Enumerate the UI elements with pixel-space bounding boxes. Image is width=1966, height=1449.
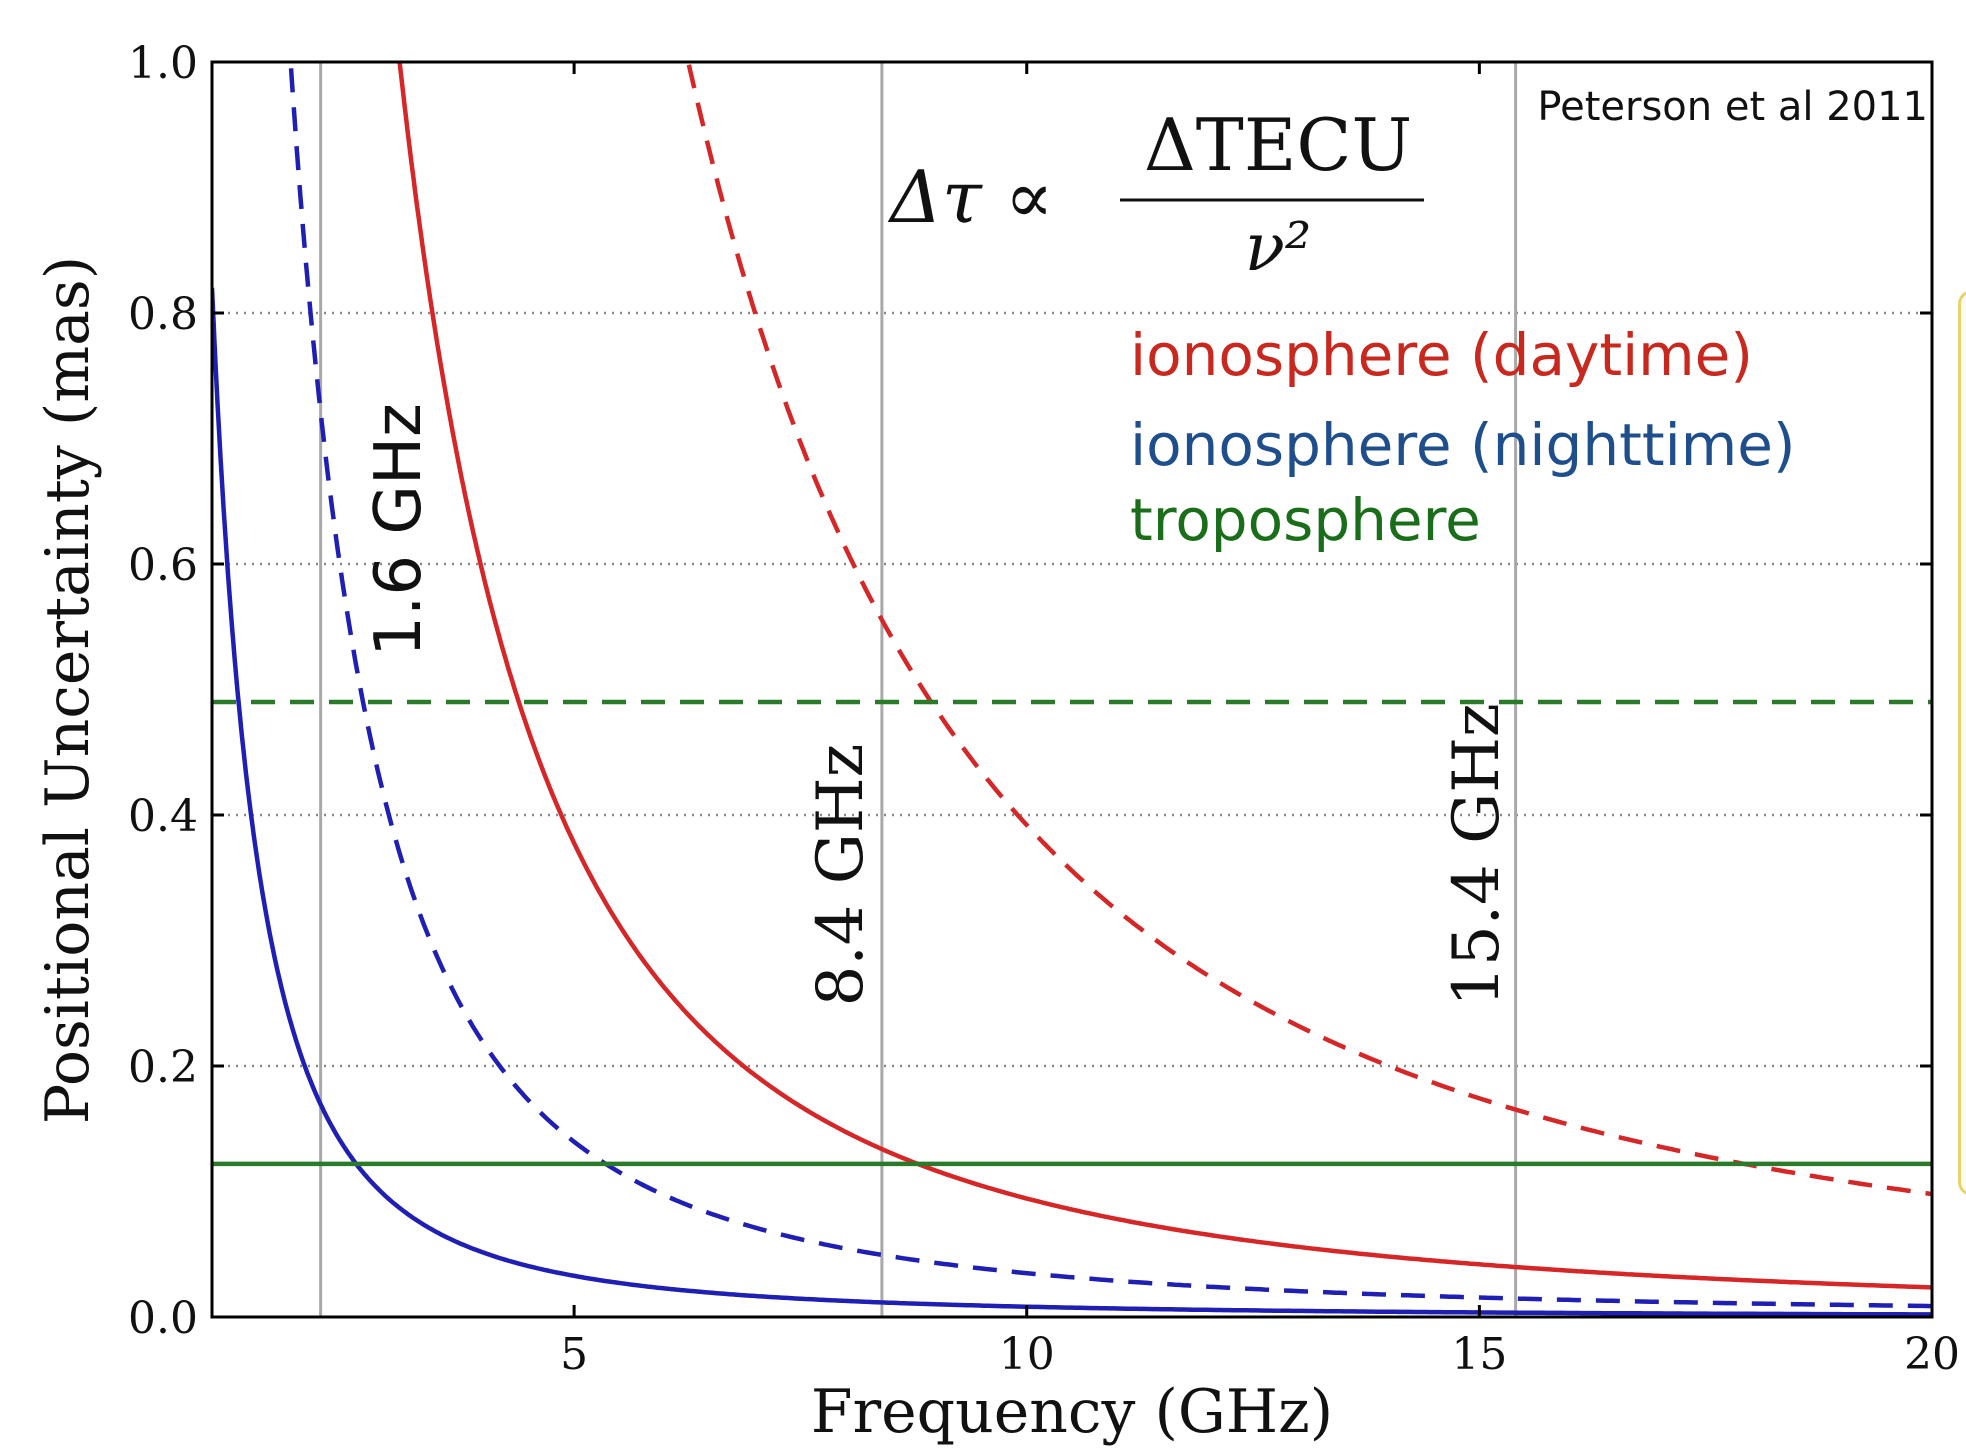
series-line-ionosphere-night-dashed: [288, 62, 1932, 1309]
legend-label-troposphere: troposphere: [1130, 486, 1481, 554]
y-tick-label-4: 0.8: [128, 289, 198, 340]
frequency-marker-lines: [319, 62, 1518, 1317]
grid-lines: [212, 311, 1932, 1068]
x-tick-label-0: 5: [560, 1329, 588, 1380]
x-tick-label-2: 15: [1451, 1329, 1507, 1380]
formula: Δτ ∝ ΔTECU ν²: [887, 103, 1424, 286]
plot-frame: [210, 60, 1934, 1319]
formula-denominator: ν²: [1245, 209, 1312, 286]
y-tick-label-5: 1.0: [128, 38, 198, 89]
vline-label-15-4-ghz: 15.4 GHz: [1440, 703, 1514, 1007]
axis-ticks: 0.0 0.2 0.4 0.6 0.8 1.0 5 10 15 20: [128, 38, 1960, 1380]
attribution-text: Peterson et al 2011: [1537, 84, 1928, 130]
series-group: [212, 62, 1932, 1317]
side-note-box: [1958, 290, 1966, 1196]
series-line-ionosphere-day-solid: [397, 62, 1932, 1290]
y-tick-label-0: 0.0: [128, 1293, 198, 1344]
legend-label-ionosphere-nighttime: ionosphere (nighttime): [1130, 411, 1796, 479]
formula-numerator: ΔTECU: [1144, 103, 1412, 187]
x-tick-label-3: 20: [1904, 1329, 1960, 1380]
vline-label-8-4-ghz: 8.4 GHz: [804, 744, 878, 1007]
series-line-ionosphere-day-dashed: [685, 62, 1932, 1197]
series-line-ionosphere-night-solid: [212, 287, 1932, 1317]
x-axis-label: Frequency (GHz): [811, 1377, 1333, 1447]
legend: ionosphere (daytime) ionosphere (nightti…: [1130, 321, 1796, 554]
vline-label-1-6-ghz: 1.6 GHz: [362, 403, 436, 656]
y-tick-label-2: 0.4: [128, 791, 198, 842]
formula-lhs: Δτ ∝: [887, 155, 1053, 239]
y-tick-label-3: 0.6: [128, 540, 198, 591]
y-axis-label: Positional Uncertainty (mas): [33, 256, 103, 1124]
legend-label-ionosphere-daytime: ionosphere (daytime): [1130, 321, 1753, 389]
y-tick-label-1: 0.2: [128, 1042, 198, 1093]
x-tick-label-1: 10: [999, 1329, 1055, 1380]
